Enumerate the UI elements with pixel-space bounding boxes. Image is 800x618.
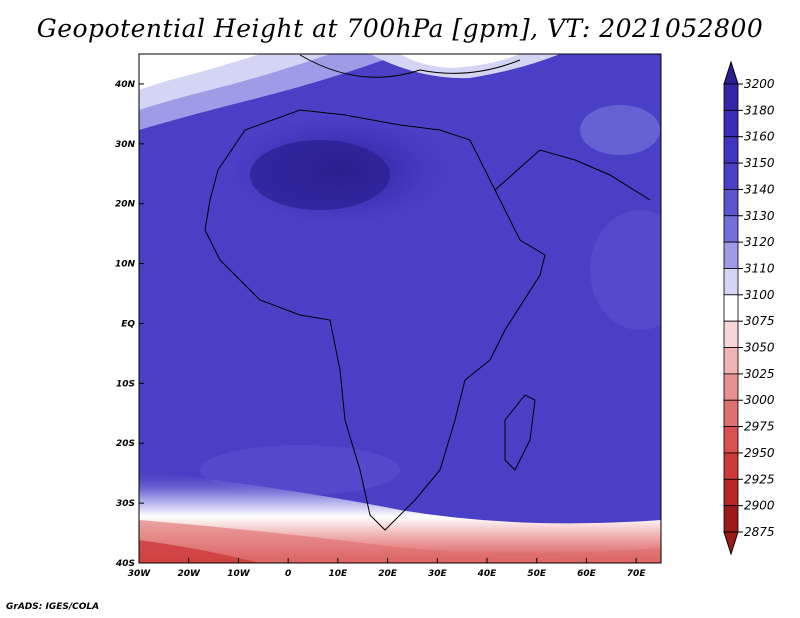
x-tick-label: 20E [378, 569, 398, 579]
y-tick-label: 10N [115, 260, 136, 270]
y-tick-label: 30N [115, 140, 136, 150]
x-tick-label: 60E [577, 569, 597, 579]
map-title: Geopotential Height at 700hPa [gpm], VT:… [36, 14, 764, 43]
colorbar-label: 2975 [744, 420, 775, 434]
x-tick-label: 0 [285, 569, 291, 579]
colorbar-swatch [723, 268, 739, 296]
colorbar-swatch [723, 347, 739, 375]
colorbar-top-arrow [723, 60, 739, 85]
colorbar-swatch [723, 241, 739, 269]
x-axis: 30W 20W 10W 0 10E 20E 30E 40E 50E 60E 70E [128, 558, 647, 579]
colorbar-swatch [723, 294, 739, 322]
x-tick-label: 30W [128, 569, 152, 579]
colorbar-label: 3200 [744, 77, 775, 91]
colorbar-label: 2950 [744, 446, 775, 460]
colorbar-label: 3130 [744, 209, 775, 223]
colorbar-swatch [723, 320, 739, 348]
x-tick-label: 30E [428, 569, 448, 579]
y-tick-label: 40S [115, 559, 135, 569]
coastlines [204, 54, 651, 531]
colorbar-swatch [723, 109, 739, 138]
x-tick-label: 10E [329, 569, 349, 579]
colorbar-label: 3100 [744, 288, 775, 302]
y-tick-label: 10S [116, 379, 135, 389]
y-tick-label: 30S [116, 499, 135, 509]
colorbar-swatch [723, 162, 739, 190]
y-tick-label: 20N [115, 200, 136, 210]
y-tick-label: 40N [114, 80, 136, 90]
colorbar-label: 3025 [744, 367, 775, 381]
colorbar-swatch [723, 399, 739, 427]
colorbar-swatch [723, 83, 739, 111]
colorbar-label: 3120 [744, 235, 775, 249]
x-tick-label: 40E [477, 569, 498, 579]
plot-frame [138, 53, 662, 564]
y-tick-label: 20S [116, 439, 135, 449]
colorbar-swatch [723, 373, 739, 401]
colorbar-label: 2875 [744, 525, 775, 539]
colorbar: 3200 3180 3160 3150 3140 3130 3120 3110 3100 3075… [723, 60, 775, 556]
colorbar-label: 2925 [744, 472, 775, 486]
colorbar-label: 3000 [744, 393, 775, 407]
colorbar-swatch [723, 215, 739, 243]
colorbar-swatch [723, 189, 739, 217]
colorbar-label: 3180 [744, 103, 775, 117]
colorbar-swatch [723, 426, 739, 454]
colorbar-label: 3160 [744, 130, 775, 144]
colorbar-label: 3110 [744, 261, 775, 275]
x-tick-label: 70E [627, 569, 647, 579]
colorbar-label: 2900 [744, 499, 775, 513]
x-tick-label: 50E [527, 569, 547, 579]
colorbar-label: 3150 [744, 156, 775, 170]
footer-credit: GrADS: IGES/COLA [6, 602, 100, 612]
colorbar-label: 3050 [744, 341, 775, 355]
y-axis: 40N 30N 20N 10N EQ 10S 20S 30S 40S [114, 80, 144, 569]
colorbar-label: 3075 [744, 314, 775, 328]
colorbar-label: 3140 [744, 182, 775, 196]
height-field [139, 54, 661, 563]
y-tick-label: EQ [121, 319, 135, 329]
colorbar-swatch [723, 505, 739, 533]
colorbar-swatch [723, 452, 739, 480]
colorbar-swatch [723, 136, 739, 164]
x-tick-label: 20W [177, 569, 201, 579]
colorbar-swatch [723, 478, 739, 507]
x-tick-label: 10W [227, 569, 251, 579]
colorbar-bottom-arrow [723, 531, 739, 556]
